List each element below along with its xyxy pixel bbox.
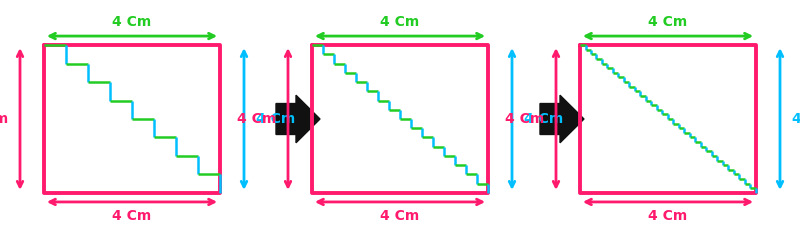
Text: 4 Cm: 4 Cm (0, 112, 8, 126)
Text: 4 Cm: 4 Cm (524, 112, 563, 126)
Text: 4 Cm: 4 Cm (648, 15, 688, 29)
Text: 4 Cm: 4 Cm (792, 112, 800, 126)
Text: 4 Cm: 4 Cm (380, 15, 420, 29)
FancyArrow shape (540, 95, 584, 143)
Text: 4 Cm: 4 Cm (112, 209, 152, 223)
FancyArrow shape (276, 95, 320, 143)
Text: 4 Cm: 4 Cm (648, 209, 688, 223)
Text: 4 Cm: 4 Cm (505, 112, 544, 126)
Text: 4 Cm: 4 Cm (256, 112, 295, 126)
Text: 4 Cm: 4 Cm (237, 112, 276, 126)
Text: 4 Cm: 4 Cm (112, 15, 152, 29)
Text: 4 Cm: 4 Cm (380, 209, 420, 223)
